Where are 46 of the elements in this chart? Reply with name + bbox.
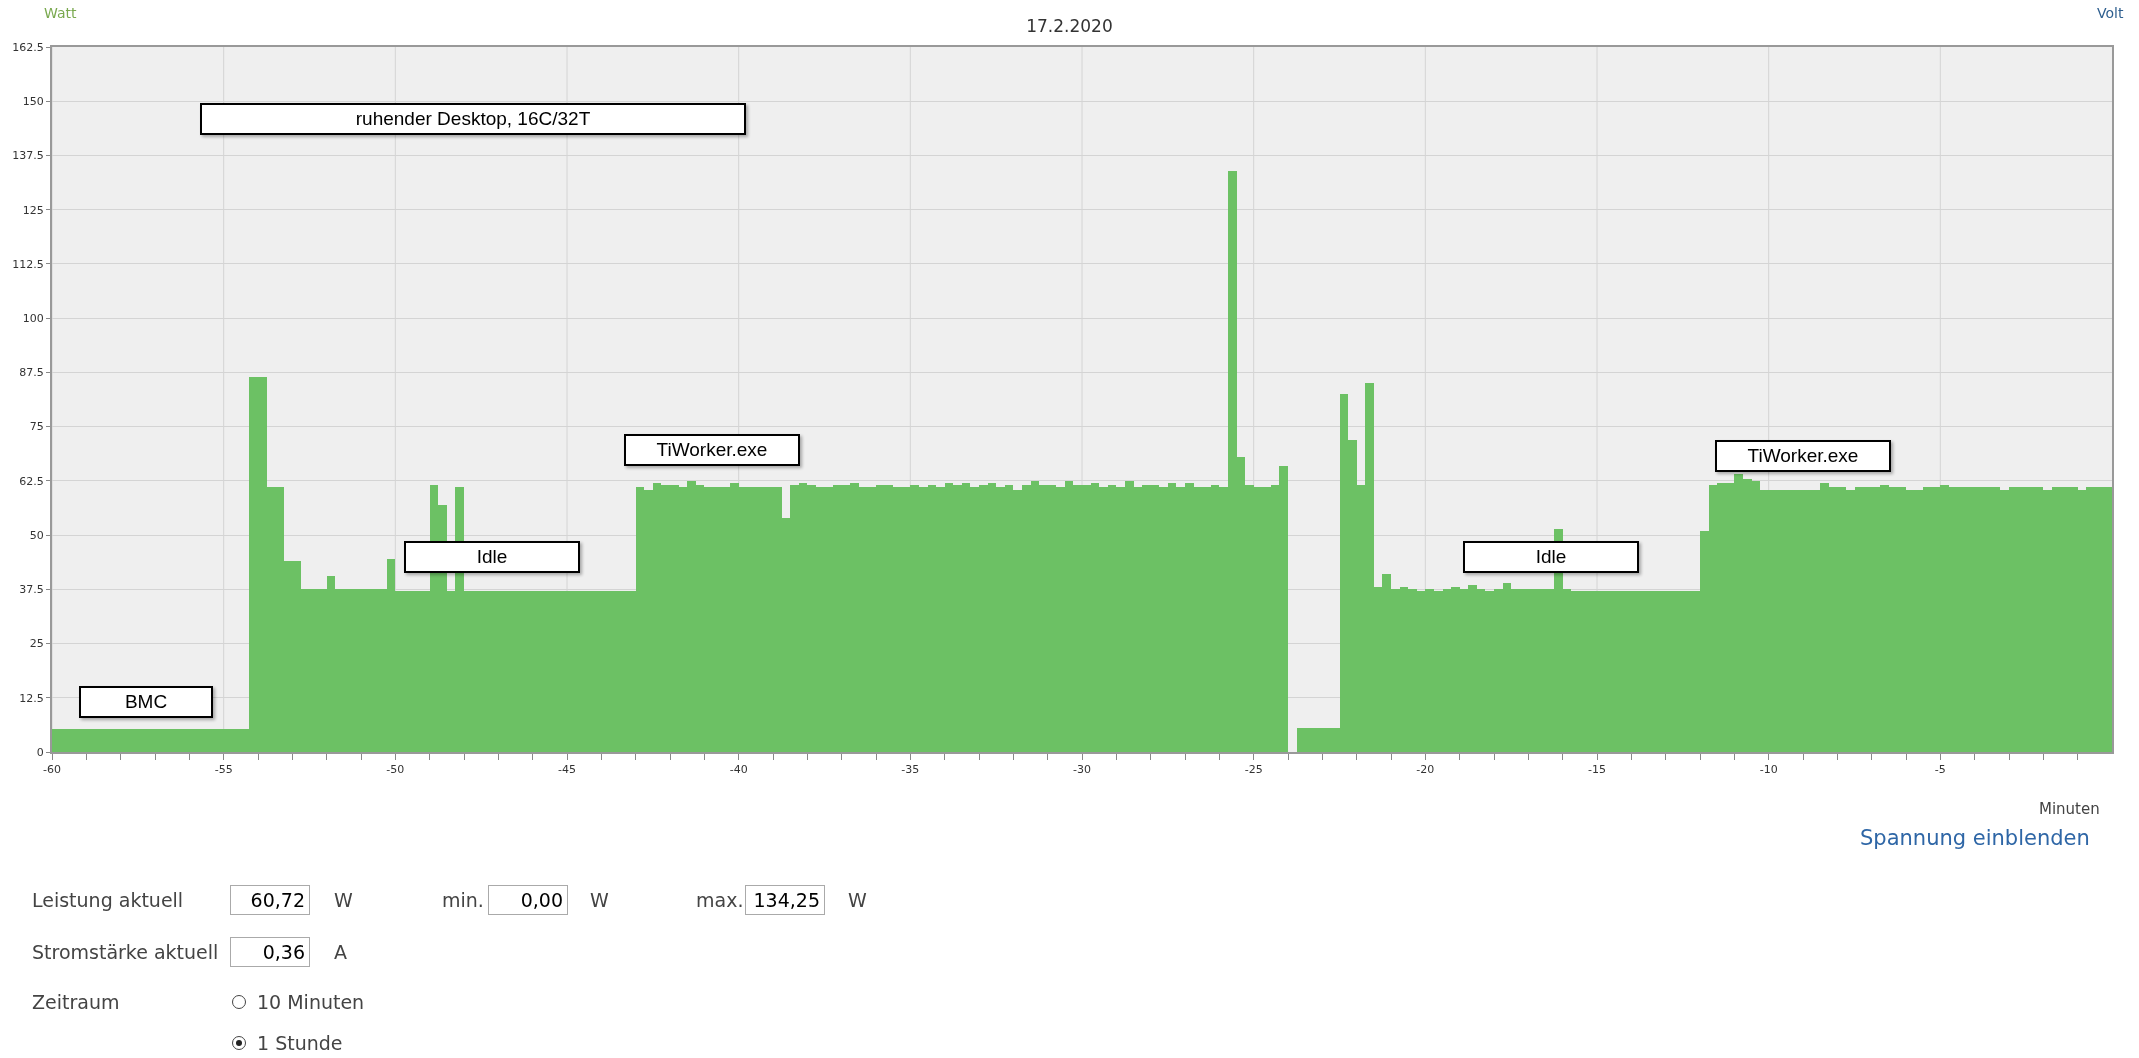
- x-tick-label: -15: [1588, 763, 1606, 777]
- x-tick-label: -25: [1244, 763, 1263, 777]
- y-tick-label: 25: [29, 637, 44, 651]
- y-tick-label: 112.5: [12, 257, 44, 271]
- y-axis-title: Watt: [44, 5, 78, 21]
- x-tick-label: -50: [386, 763, 405, 777]
- y-tick-label: 75: [29, 420, 44, 434]
- text: W: [590, 888, 609, 912]
- x-tick-label: -40: [729, 763, 748, 777]
- x-tick-label: -5: [1934, 763, 1946, 777]
- y-tick-label: 125: [22, 203, 44, 217]
- y-tick-label: 87.5: [19, 366, 44, 380]
- text: A: [334, 940, 347, 964]
- text: max.: [696, 888, 744, 912]
- y-tick-label: 12.5: [19, 691, 44, 705]
- y2-axis-title: Volt: [2097, 5, 2124, 21]
- x-tick-label: -20: [1416, 763, 1435, 777]
- value-field: 60,72: [230, 885, 310, 915]
- text: W: [848, 888, 867, 912]
- y-tick-label: 100: [22, 312, 44, 325]
- y-tick-label: 50: [29, 528, 44, 542]
- y-tick-label: 37.5: [19, 583, 44, 597]
- value-field: 0,00: [488, 885, 568, 915]
- x-tick-label: -35: [901, 763, 920, 777]
- x-tick-label: -45: [558, 763, 576, 777]
- text: Spannung einblenden: [1860, 826, 2090, 850]
- value-field: 134,25: [745, 885, 825, 915]
- y-tick-label: 150: [22, 95, 44, 109]
- text: min.: [442, 888, 484, 912]
- y-tick-label: 162.5: [12, 40, 44, 54]
- y-tick-label: 62.5: [19, 474, 44, 488]
- text: 1 Stunde: [257, 1031, 343, 1055]
- y-tick-label: 137.5: [12, 149, 44, 163]
- x-tick-label: -60: [43, 763, 61, 777]
- x-tick-label: -30: [1073, 763, 1091, 777]
- text: Leistung aktuell: [32, 888, 184, 912]
- text: Stromstärke aktuell: [32, 940, 219, 964]
- chart-title: 17.2.2020: [1026, 15, 1113, 36]
- x-axis-title: Minuten: [2039, 800, 2100, 818]
- value-field: 0,36: [230, 937, 310, 967]
- x-tick-label: -55: [214, 763, 233, 777]
- text: Zeitraum: [32, 990, 120, 1014]
- text: 10 Minuten: [257, 990, 365, 1014]
- text: W: [334, 888, 353, 912]
- x-tick-label: -10: [1759, 763, 1778, 777]
- y-tick-label: 0: [36, 745, 44, 759]
